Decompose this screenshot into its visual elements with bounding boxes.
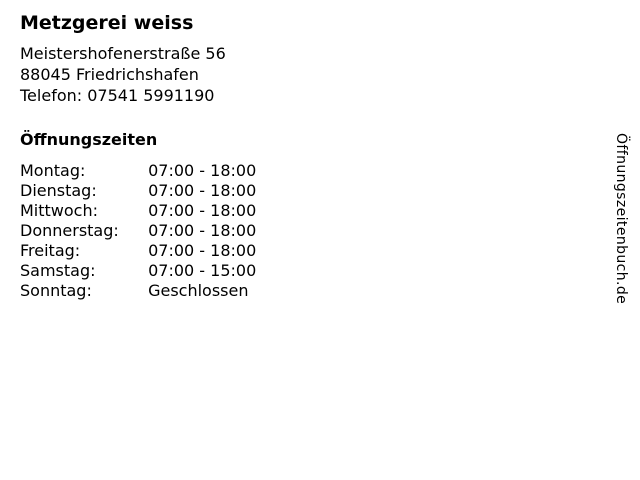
- day-label: Mittwoch:: [20, 201, 98, 220]
- address-city: 88045 Friedrichshafen: [20, 65, 199, 84]
- hours-row-sunday: Sonntag: Geschlossen: [20, 281, 256, 301]
- day-label: Dienstag:: [20, 181, 97, 200]
- phone-line: Telefon: 07541 5991190: [20, 86, 215, 105]
- time-value: 07:00 - 18:00: [148, 221, 257, 240]
- address-block: Meistershofenerstraße 56 88045 Friedrich…: [20, 43, 256, 106]
- time-value: 07:00 - 18:00: [148, 181, 257, 200]
- address-street: Meistershofenerstraße 56: [20, 44, 226, 63]
- opening-hours-heading: Öffnungszeiten: [20, 130, 158, 149]
- day-label: Donnerstag:: [20, 221, 119, 240]
- day-label: Montag:: [20, 161, 86, 180]
- day-label: Freitag:: [20, 241, 81, 260]
- hours-row-friday: Freitag: 07:00 - 18:00: [20, 241, 256, 261]
- day-label: Sonntag:: [20, 281, 92, 300]
- hours-row-monday: Montag: 07:00 - 18:00: [20, 161, 256, 181]
- time-value: Geschlossen: [148, 281, 249, 300]
- site-watermark: Öffnungszeitenbuch.de: [613, 133, 629, 305]
- hours-row-saturday: Samstag: 07:00 - 15:00: [20, 261, 256, 281]
- hours-row-wednesday: Mittwoch: 07:00 - 18:00: [20, 201, 256, 221]
- time-value: 07:00 - 18:00: [148, 241, 257, 260]
- main-content: Metzgerei weiss Meistershofenerstraße 56…: [20, 0, 256, 301]
- opening-hours-table: Montag: 07:00 - 18:00 Dienstag: 07:00 - …: [20, 161, 256, 301]
- day-label: Samstag:: [20, 261, 96, 280]
- time-value: 07:00 - 15:00: [148, 261, 257, 280]
- time-value: 07:00 - 18:00: [148, 201, 257, 220]
- hours-row-tuesday: Dienstag: 07:00 - 18:00: [20, 181, 256, 201]
- hours-row-thursday: Donnerstag: 07:00 - 18:00: [20, 221, 256, 241]
- time-value: 07:00 - 18:00: [148, 161, 257, 180]
- business-name-title: Metzgerei weiss: [20, 12, 194, 34]
